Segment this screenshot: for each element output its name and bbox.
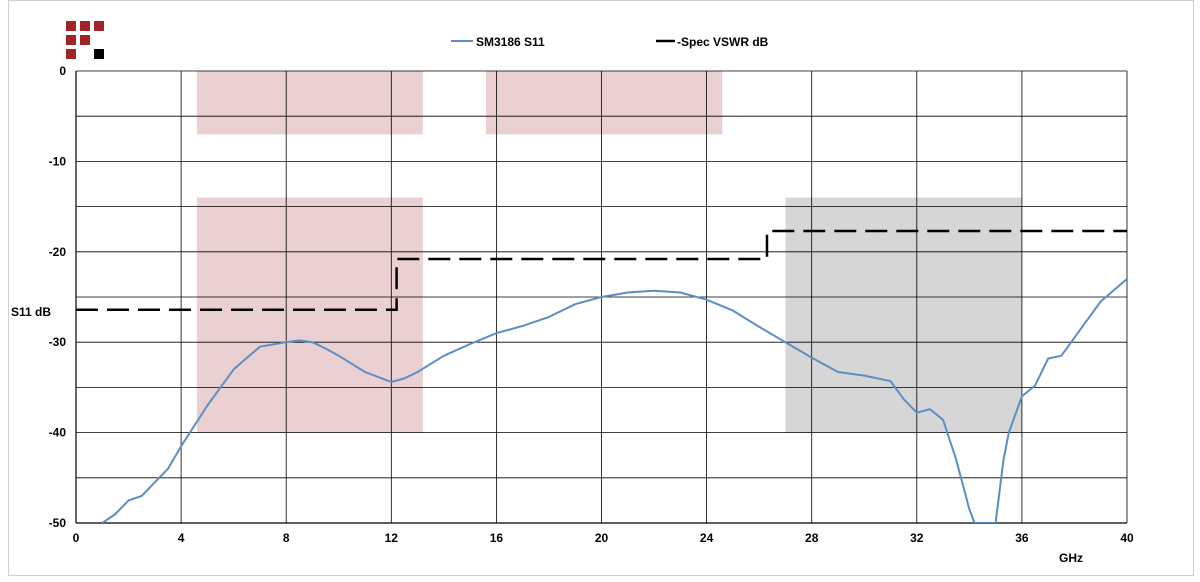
chart-frame: 0 4 8 12 16 20 24 28 32 36 40 0 -10 -20 -30 -40 -50 SM31… xyxy=(8,0,1194,576)
logo-square xyxy=(80,21,90,31)
x-tick-label: 16 xyxy=(490,531,504,545)
x-tick-label: 36 xyxy=(1015,531,1029,545)
legend-label-spec: -Spec VSWR dB xyxy=(677,35,769,49)
highlight-band-3 xyxy=(785,197,1022,433)
legend: SM3186 S11 -Spec VSWR dB xyxy=(451,35,769,49)
x-axis-label: GHz xyxy=(1059,551,1083,565)
logo-square xyxy=(94,49,104,59)
series-line-s11 xyxy=(101,278,1127,523)
logo-square xyxy=(80,35,90,45)
x-tick-label: 12 xyxy=(385,531,399,545)
y-tick-label: -30 xyxy=(49,335,67,349)
x-tick-label: 28 xyxy=(805,531,819,545)
y-tick-label: -50 xyxy=(49,516,67,530)
series xyxy=(76,229,1127,523)
y-axis-label: S11 dB xyxy=(11,305,51,319)
x-tick-label: 24 xyxy=(700,531,714,545)
legend-label-s11: SM3186 S11 xyxy=(476,35,545,49)
logo-square xyxy=(66,35,76,45)
highlight-band-2 xyxy=(196,197,423,433)
axes: 0 4 8 12 16 20 24 28 32 36 40 0 -10 -20 -30 -40 -50 xyxy=(49,64,1134,545)
x-tick-label: 20 xyxy=(595,531,609,545)
highlight-bands xyxy=(196,71,1022,433)
logo-icon xyxy=(66,21,104,59)
highlight-band-0 xyxy=(196,71,423,135)
logo-square xyxy=(66,49,76,59)
y-tick-label: -10 xyxy=(49,154,67,168)
series-line-spec xyxy=(76,229,1127,311)
x-tick-label: 40 xyxy=(1120,531,1134,545)
x-tick-label: 8 xyxy=(283,531,290,545)
highlight-band-1 xyxy=(485,71,723,135)
logo-square xyxy=(66,21,76,31)
y-tick-label: 0 xyxy=(59,64,66,78)
x-tick-label: 4 xyxy=(178,531,185,545)
s11-chart: 0 4 8 12 16 20 24 28 32 36 40 0 -10 -20 -30 -40 -50 SM31… xyxy=(11,21,1134,565)
y-tick-label: -20 xyxy=(49,245,67,259)
y-tick-label: -40 xyxy=(49,426,67,440)
x-tick-label: 32 xyxy=(910,531,924,545)
logo-square xyxy=(94,21,104,31)
x-tick-label: 0 xyxy=(73,531,80,545)
